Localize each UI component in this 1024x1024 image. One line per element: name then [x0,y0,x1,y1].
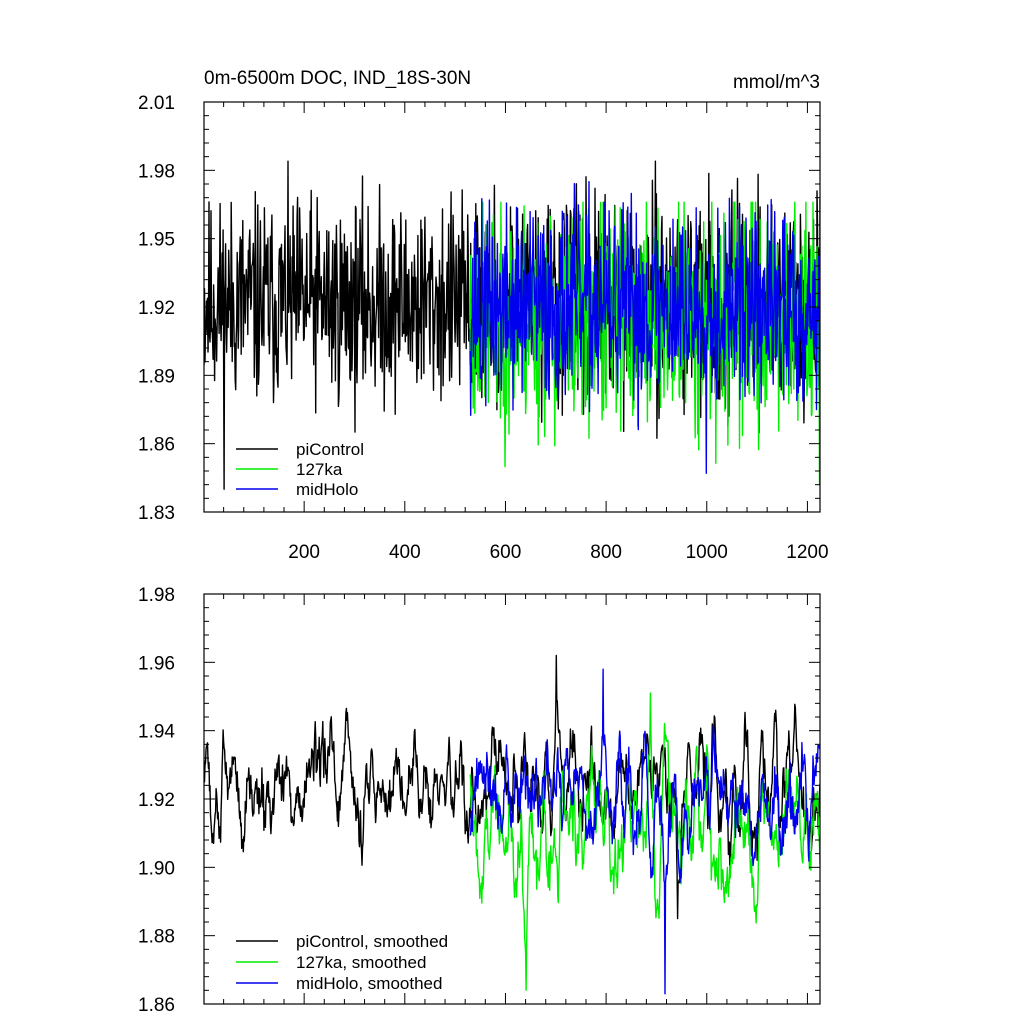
y-tick-label: 1.98 [138,585,175,606]
y-tick-label: 1.86 [138,995,175,1016]
series-line-midholo [469,181,820,474]
x-tick-label: 1200 [786,542,828,563]
x-tick-label: 1000 [686,542,728,563]
legend-label: 127ka [296,460,343,479]
x-tick-label: 400 [389,542,421,563]
y-tick-label: 2.01 [138,93,175,114]
y-tick-label: 1.94 [138,722,175,743]
y-tick-label: 1.89 [138,366,175,387]
x-tick-label: 600 [490,542,522,563]
series-group [204,160,820,490]
y-tick-label: 1.90 [138,858,175,879]
top-panel: 1.83 1.86 1.89 1.92 1.95 1.98 2.01 200 400 600 800… [138,68,829,563]
y-tick-label: 1.83 [138,503,175,524]
chart-title: 0m-6500m DOC, IND_18S-30N [204,68,471,89]
y-tick-label: 1.92 [138,298,175,319]
bottom-panel: 1.86 1.88 1.90 1.92 1.94 1.96 1.98 piControl, s… [138,585,821,1016]
x-tick-label: 800 [590,542,622,563]
legend-label: piControl [296,440,364,459]
legend-label: piControl, smoothed [296,932,448,951]
y-tick-label: 1.96 [138,653,175,674]
x-tick-label: 200 [288,542,320,563]
series-line-midholo-smoothed [469,668,820,995]
series-group [204,654,820,995]
y-tick-label: 1.98 [138,161,175,182]
y-tick-label: 1.92 [138,790,175,811]
legend-label: midHolo [296,480,358,499]
y-tick-label: 1.86 [138,435,175,456]
y-tick-label: 1.95 [138,230,175,251]
legend: piControl, smoothed 127ka, smoothed midHol… [236,932,448,993]
y-tick-label: 1.88 [138,927,175,948]
legend-label: 127ka, smoothed [296,953,426,972]
units-label: mmol/m^3 [733,72,820,93]
legend-label: midHolo, smoothed [296,974,442,993]
